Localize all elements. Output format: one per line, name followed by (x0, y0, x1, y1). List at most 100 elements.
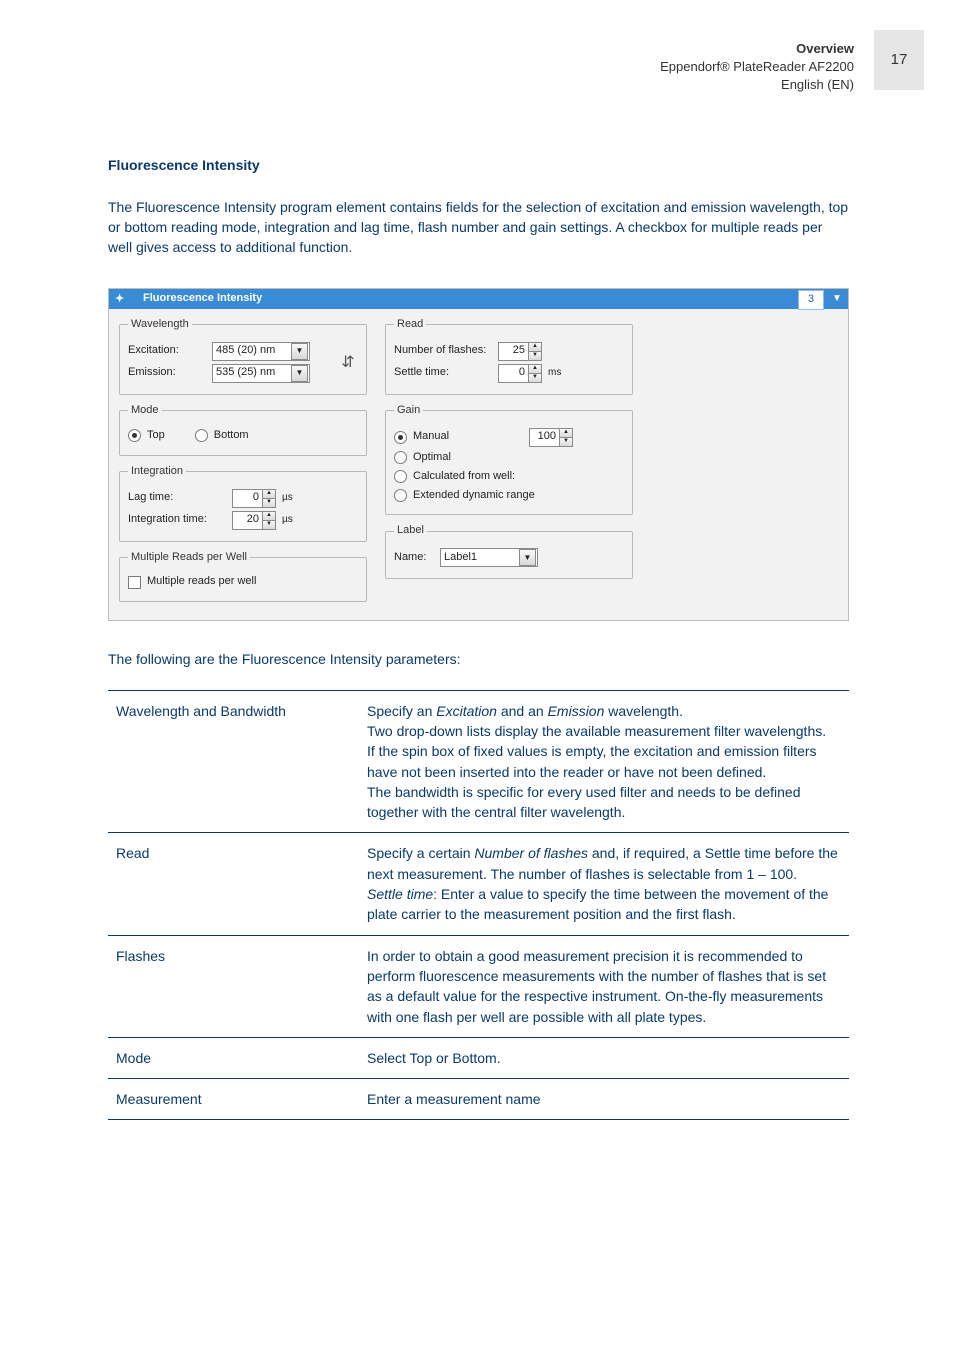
intro-paragraph: The Fluorescence Intensity program eleme… (108, 197, 849, 258)
param-desc: Enter a measurement name (359, 1079, 849, 1120)
emission-label: Emission: (128, 365, 206, 381)
spin-buttons: ▲▼ (262, 490, 275, 507)
page: Overview Eppendorf® PlateReader AF2200 E… (0, 0, 954, 1350)
header-overview: Overview (660, 40, 854, 58)
gain-manual-label: Manual (413, 429, 523, 445)
int-value: 20 (233, 512, 262, 529)
param-name: Read (108, 833, 359, 935)
gain-ext-label: Extended dynamic range (413, 488, 535, 504)
excitation-value: 485 (20) nm (216, 343, 275, 359)
param-desc: Specify an Excitation and an Emission wa… (359, 690, 849, 833)
spin-buttons: ▲▼ (559, 429, 572, 446)
multiple-label: Multiple reads per well (147, 574, 256, 590)
left-column: Wavelength Excitation: 485 (20) nm ▼ (119, 317, 367, 611)
table-row: ModeSelect Top or Bottom. (108, 1037, 849, 1078)
table-row: FlashesIn order to obtain a good measure… (108, 935, 849, 1037)
fi-dialog: ✦ Fluorescence Intensity 3 ▼ Wavelength … (108, 288, 849, 622)
dialog-icon: ✦ (115, 292, 129, 306)
table-row: Wavelength and BandwidthSpecify an Excit… (108, 690, 849, 833)
dialog-titlebar: ✦ Fluorescence Intensity 3 ▼ (109, 289, 848, 309)
read-group: Read Number of flashes: 25 ▲▼ Settle tim… (385, 317, 633, 395)
after-paragraph: The following are the Fluorescence Inten… (108, 649, 849, 669)
header-text: Overview Eppendorf® PlateReader AF2200 E… (660, 40, 854, 95)
param-name: Flashes (108, 935, 359, 1037)
label-legend: Label (394, 523, 427, 539)
dialog-title-controls: 3 ▼ (796, 289, 848, 309)
settle-spin[interactable]: 0 ▲▼ (498, 364, 542, 383)
gain-optimal-radio[interactable] (394, 451, 407, 464)
multiple-checkbox[interactable] (128, 576, 141, 589)
param-desc: In order to obtain a good measurement pr… (359, 935, 849, 1037)
settle-unit: ms (548, 366, 561, 381)
dialog-title: Fluorescence Intensity (143, 291, 262, 307)
param-name: Mode (108, 1037, 359, 1078)
integration-legend: Integration (128, 464, 186, 480)
param-desc: Select Top or Bottom. (359, 1037, 849, 1078)
gain-optimal-label: Optimal (413, 450, 451, 466)
param-name: Wavelength and Bandwidth (108, 690, 359, 833)
wavelength-legend: Wavelength (128, 317, 192, 333)
flashes-spin[interactable]: 25 ▲▼ (498, 342, 542, 361)
param-desc: Specify a certain Number of flashes and,… (359, 833, 849, 935)
chevron-down-icon: ▼ (519, 549, 536, 566)
int-unit: µs (282, 513, 293, 528)
name-select[interactable]: Label1 ▼ (440, 548, 538, 567)
gain-calc-radio[interactable] (394, 470, 407, 483)
header-lang: English (EN) (660, 76, 854, 94)
settle-label: Settle time: (394, 365, 492, 381)
emission-select[interactable]: 535 (25) nm ▼ (212, 364, 310, 383)
int-label: Integration time: (128, 512, 226, 528)
spin-buttons: ▲▼ (528, 343, 541, 360)
chevron-down-icon: ▼ (291, 343, 308, 360)
gain-manual-radio[interactable] (394, 431, 407, 444)
spin-buttons: ▲▼ (262, 512, 275, 529)
dialog-body: Wavelength Excitation: 485 (20) nm ▼ (109, 309, 848, 621)
gain-manual-spin[interactable]: 100 ▲▼ (529, 428, 573, 447)
spin-buttons: ▲▼ (528, 365, 541, 382)
param-name: Measurement (108, 1079, 359, 1120)
flashes-value: 25 (499, 343, 528, 360)
lag-unit: µs (282, 491, 293, 506)
settle-value: 0 (499, 365, 528, 382)
gain-ext-radio[interactable] (394, 489, 407, 502)
lag-spin[interactable]: 0 ▲▼ (232, 489, 276, 508)
section-title: Fluorescence Intensity (108, 155, 849, 175)
name-value: Label1 (444, 550, 477, 566)
mode-legend: Mode (128, 403, 162, 419)
dialog-number-box[interactable]: 3 (798, 290, 824, 310)
multiple-legend: Multiple Reads per Well (128, 550, 250, 566)
chevron-down-icon: ▼ (291, 365, 308, 382)
flashes-label: Number of flashes: (394, 343, 492, 359)
mode-top-radio[interactable] (128, 429, 141, 442)
link-icon[interactable]: ⇵ (338, 348, 358, 376)
int-spin[interactable]: 20 ▲▼ (232, 511, 276, 530)
excitation-select[interactable]: 485 (20) nm ▼ (212, 342, 310, 361)
excitation-label: Excitation: (128, 343, 206, 359)
emission-value: 535 (25) nm (216, 365, 275, 381)
page-number: 17 (874, 30, 924, 90)
table-row: ReadSpecify a certain Number of flashes … (108, 833, 849, 935)
gain-group: Gain Manual 100 ▲▼ Optimal (385, 403, 633, 516)
multiple-group: Multiple Reads per Well Multiple reads p… (119, 550, 367, 603)
name-label: Name: (394, 550, 434, 566)
header-product: Eppendorf® PlateReader AF2200 (660, 58, 854, 76)
params-table: Wavelength and BandwidthSpecify an Excit… (108, 690, 849, 1121)
mode-top-label: Top (147, 428, 165, 444)
content: Fluorescence Intensity The Fluorescence … (0, 95, 954, 1121)
wavelength-group: Wavelength Excitation: 485 (20) nm ▼ (119, 317, 367, 395)
mode-group: Mode Top Bottom (119, 403, 367, 456)
lag-label: Lag time: (128, 490, 226, 506)
gain-manual-value: 100 (530, 429, 559, 446)
dialog-dropdown-icon[interactable]: ▼ (826, 289, 848, 309)
label-group: Label Name: Label1 ▼ (385, 523, 633, 579)
lag-value: 0 (233, 490, 262, 507)
mode-bottom-radio[interactable] (195, 429, 208, 442)
page-header: Overview Eppendorf® PlateReader AF2200 E… (0, 0, 954, 95)
read-legend: Read (394, 317, 426, 333)
right-column: Read Number of flashes: 25 ▲▼ Settle tim… (385, 317, 633, 611)
table-row: MeasurementEnter a measurement name (108, 1079, 849, 1120)
integration-group: Integration Lag time: 0 ▲▼ µs Integratio… (119, 464, 367, 542)
mode-bottom-label: Bottom (214, 428, 249, 444)
gain-legend: Gain (394, 403, 423, 419)
gain-calc-label: Calculated from well: (413, 469, 515, 485)
